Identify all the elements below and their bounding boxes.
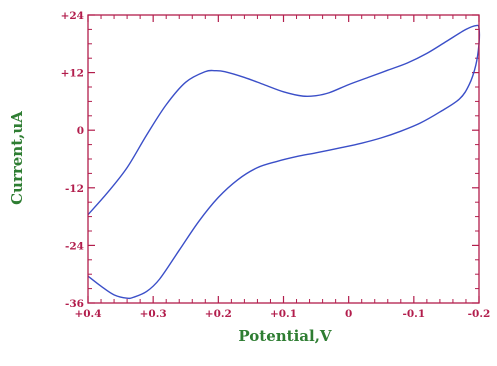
x-axis-title: Potential,V bbox=[238, 327, 332, 345]
y-tick-label: -24 bbox=[65, 240, 84, 252]
y-tick-label: +12 bbox=[61, 68, 84, 80]
x-tick-label: +0.1 bbox=[270, 308, 297, 320]
x-tick-label: -0.2 bbox=[468, 308, 491, 320]
y-tick-label: 0 bbox=[77, 125, 84, 137]
labels-layer: +0.4 +0.3 +0.2 +0.1 0 -0.1 -0.2 +24 +12 0 -12 -24 -3… bbox=[61, 10, 491, 320]
y-axis-title: Current,uA bbox=[8, 111, 26, 205]
y-tick-label: +24 bbox=[61, 10, 84, 22]
ticks-layer bbox=[87, 14, 480, 304]
x-tick-label: +0.2 bbox=[205, 308, 232, 320]
y-tick-label: -36 bbox=[65, 298, 84, 310]
x-tick-label: 0 bbox=[345, 308, 352, 320]
x-tick-label: +0.4 bbox=[74, 308, 101, 320]
y-tick-label: -12 bbox=[65, 183, 84, 195]
x-tick-label: -0.1 bbox=[403, 308, 426, 320]
x-tick-label: +0.3 bbox=[140, 308, 167, 320]
plot-frame bbox=[87, 14, 480, 304]
